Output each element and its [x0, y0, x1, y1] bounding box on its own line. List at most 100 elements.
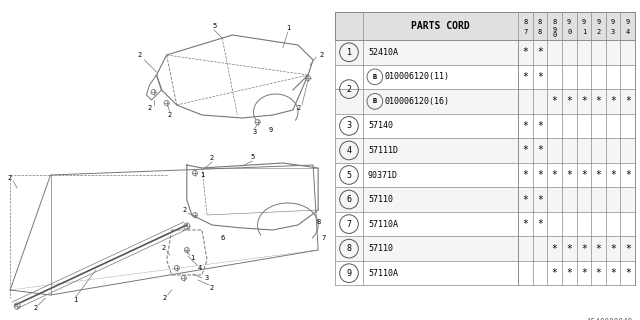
Bar [335, 65, 635, 89]
Text: 8: 8 [316, 219, 320, 225]
Text: 5: 5 [250, 154, 255, 160]
Text: *: * [522, 195, 528, 204]
Text: 2: 2 [210, 285, 214, 291]
Text: 2: 2 [168, 112, 172, 118]
Bar [335, 187, 635, 212]
Text: 3: 3 [252, 129, 257, 135]
Text: A540000049: A540000049 [587, 318, 633, 320]
Text: 5: 5 [212, 23, 216, 29]
Text: *: * [595, 96, 602, 106]
Bar [335, 212, 635, 236]
Text: *: * [595, 244, 602, 254]
Text: 2: 2 [161, 245, 166, 251]
Text: 1: 1 [190, 255, 194, 261]
Text: *: * [566, 244, 572, 254]
Text: 6: 6 [346, 195, 351, 204]
Bar [335, 236, 635, 261]
Text: *: * [581, 96, 587, 106]
Text: *: * [581, 268, 587, 278]
Text: 2: 2 [8, 175, 12, 181]
Text: *: * [581, 170, 587, 180]
Text: 7: 7 [321, 235, 325, 241]
Text: *: * [625, 268, 630, 278]
Text: *: * [610, 96, 616, 106]
Text: *: * [610, 170, 616, 180]
Text: 9: 9 [625, 19, 630, 25]
Text: 2: 2 [319, 52, 323, 58]
Text: *: * [537, 170, 543, 180]
Text: 010006120(11): 010006120(11) [385, 72, 450, 81]
Text: 9: 9 [596, 19, 600, 25]
Text: *: * [537, 195, 543, 204]
Text: *: * [537, 47, 543, 57]
Text: *: * [552, 244, 557, 254]
Text: 2: 2 [210, 155, 214, 161]
Bar [335, 261, 635, 285]
Text: *: * [552, 268, 557, 278]
Text: 9: 9 [346, 269, 351, 278]
Text: 4: 4 [625, 29, 630, 35]
Text: 8: 8 [552, 19, 557, 25]
Text: 52410A: 52410A [368, 48, 398, 57]
Text: *: * [522, 121, 528, 131]
Text: 9: 9 [611, 19, 615, 25]
Text: B: B [372, 98, 377, 104]
Text: *: * [522, 170, 528, 180]
Text: *: * [595, 268, 602, 278]
Bar [335, 12, 635, 40]
Text: *: * [595, 170, 602, 180]
Text: 8: 8 [538, 19, 542, 25]
Text: *: * [537, 121, 543, 131]
Text: *: * [522, 47, 528, 57]
Text: 4: 4 [198, 265, 202, 271]
Text: *: * [522, 146, 528, 156]
Text: PARTS CORD: PARTS CORD [411, 21, 470, 31]
Text: 9: 9 [567, 19, 572, 25]
Text: *: * [625, 96, 630, 106]
Text: 2: 2 [346, 84, 351, 93]
Text: 9: 9 [269, 127, 273, 133]
Text: *: * [566, 170, 572, 180]
Text: 57110: 57110 [368, 244, 393, 253]
Text: *: * [566, 96, 572, 106]
Text: 2: 2 [596, 29, 600, 35]
Text: 8: 8 [346, 244, 351, 253]
Text: *: * [610, 244, 616, 254]
Text: *: * [566, 268, 572, 278]
Text: 010006120(16): 010006120(16) [385, 97, 450, 106]
Bar [335, 163, 635, 187]
Text: 2: 2 [297, 105, 301, 111]
Text: 57110: 57110 [368, 195, 393, 204]
Text: 1: 1 [285, 25, 290, 31]
Text: 57111D: 57111D [368, 146, 398, 155]
Text: *: * [581, 244, 587, 254]
Text: *: * [537, 219, 543, 229]
Bar [335, 114, 635, 138]
Text: 7: 7 [346, 220, 351, 228]
Text: 2: 2 [137, 52, 141, 58]
Text: 3: 3 [205, 275, 209, 281]
Text: 57110A: 57110A [368, 220, 398, 228]
Text: 2: 2 [163, 295, 167, 301]
Text: 1: 1 [200, 172, 204, 178]
Bar [335, 138, 635, 163]
Text: 57110A: 57110A [368, 269, 398, 278]
Text: *: * [522, 219, 528, 229]
Text: 3: 3 [346, 121, 351, 131]
Text: 5: 5 [346, 171, 351, 180]
Text: 6: 6 [220, 235, 225, 241]
Text: 90371D: 90371D [368, 171, 398, 180]
Text: *: * [537, 72, 543, 82]
Text: B: B [372, 74, 377, 80]
Text: 7: 7 [523, 29, 527, 35]
Text: *: * [610, 268, 616, 278]
Text: 0: 0 [567, 29, 572, 35]
Text: 1: 1 [346, 48, 351, 57]
Text: *: * [552, 170, 557, 180]
Text: 1: 1 [582, 29, 586, 35]
Bar [335, 40, 635, 65]
Text: 2: 2 [182, 207, 187, 213]
Text: *: * [625, 170, 630, 180]
Text: 8: 8 [523, 19, 527, 25]
Text: 9: 9 [582, 19, 586, 25]
